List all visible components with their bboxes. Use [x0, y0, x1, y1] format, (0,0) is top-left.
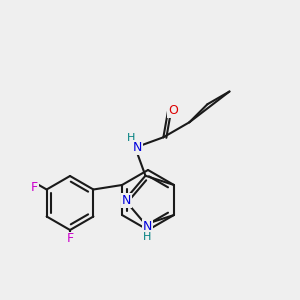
Text: F: F: [67, 232, 73, 245]
Text: N: N: [122, 194, 131, 206]
Text: H: H: [127, 133, 135, 142]
Text: H: H: [143, 232, 152, 242]
Text: F: F: [31, 181, 38, 194]
Text: N: N: [143, 220, 152, 233]
Text: O: O: [168, 104, 178, 117]
Text: N: N: [133, 141, 142, 154]
